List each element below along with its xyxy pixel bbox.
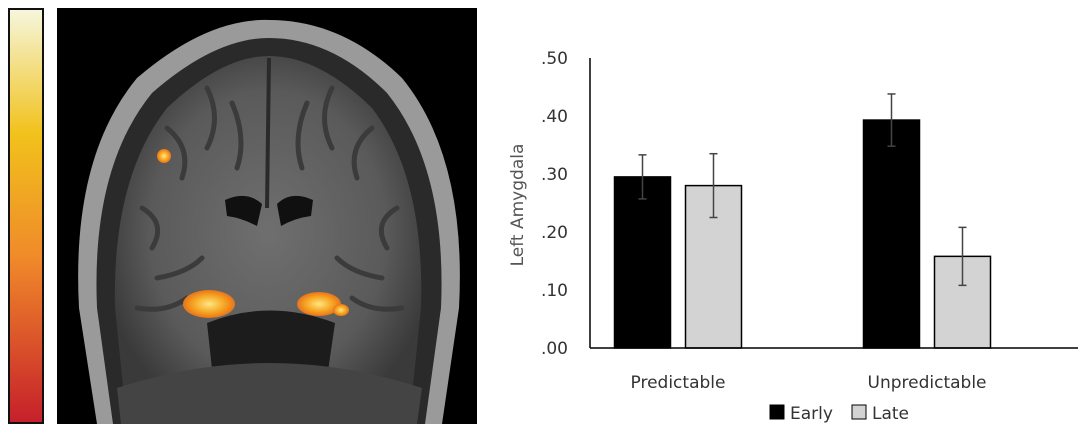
y-tick-label: .50 bbox=[541, 49, 568, 69]
y-axis-label: Left Amygdala bbox=[508, 144, 528, 267]
error-bar bbox=[709, 152, 718, 219]
y-tick-label: .10 bbox=[541, 281, 568, 301]
legend-swatch bbox=[851, 404, 867, 420]
error-bar bbox=[887, 93, 896, 147]
bars bbox=[613, 93, 992, 349]
coronal-mri-slice-with-activation-icon bbox=[78, 19, 460, 424]
y-tick-label: .30 bbox=[541, 165, 568, 185]
legend-item-late: Late bbox=[851, 404, 909, 424]
y-tick-label: .20 bbox=[541, 223, 568, 243]
legend-label: Early bbox=[790, 404, 833, 424]
y-axis-ticks: .00 .10 .20 .30 .40 .50 bbox=[541, 49, 568, 359]
error-bar bbox=[638, 154, 647, 200]
x-tick-label: Predictable bbox=[631, 373, 726, 393]
bar-early-predictable bbox=[613, 176, 672, 349]
x-tick-label: Unpredictable bbox=[868, 373, 987, 393]
y-tick-label: .40 bbox=[541, 107, 568, 127]
color-scale-bar bbox=[8, 8, 44, 424]
x-axis-labels: Predictable Unpredictable bbox=[631, 373, 987, 393]
brain-image bbox=[57, 8, 477, 424]
legend-label: Late bbox=[872, 404, 909, 424]
bar-early-unpredictable bbox=[862, 119, 921, 349]
error-bar bbox=[958, 226, 967, 287]
bar-chart: Left Amygdala .00 .10 .20 .30 .40 .50 Predict… bbox=[508, 49, 1078, 424]
y-tick-label: .00 bbox=[541, 339, 568, 359]
legend-item-early: Early bbox=[769, 404, 833, 424]
legend: Early Late bbox=[769, 404, 909, 424]
legend-swatch bbox=[769, 404, 785, 420]
